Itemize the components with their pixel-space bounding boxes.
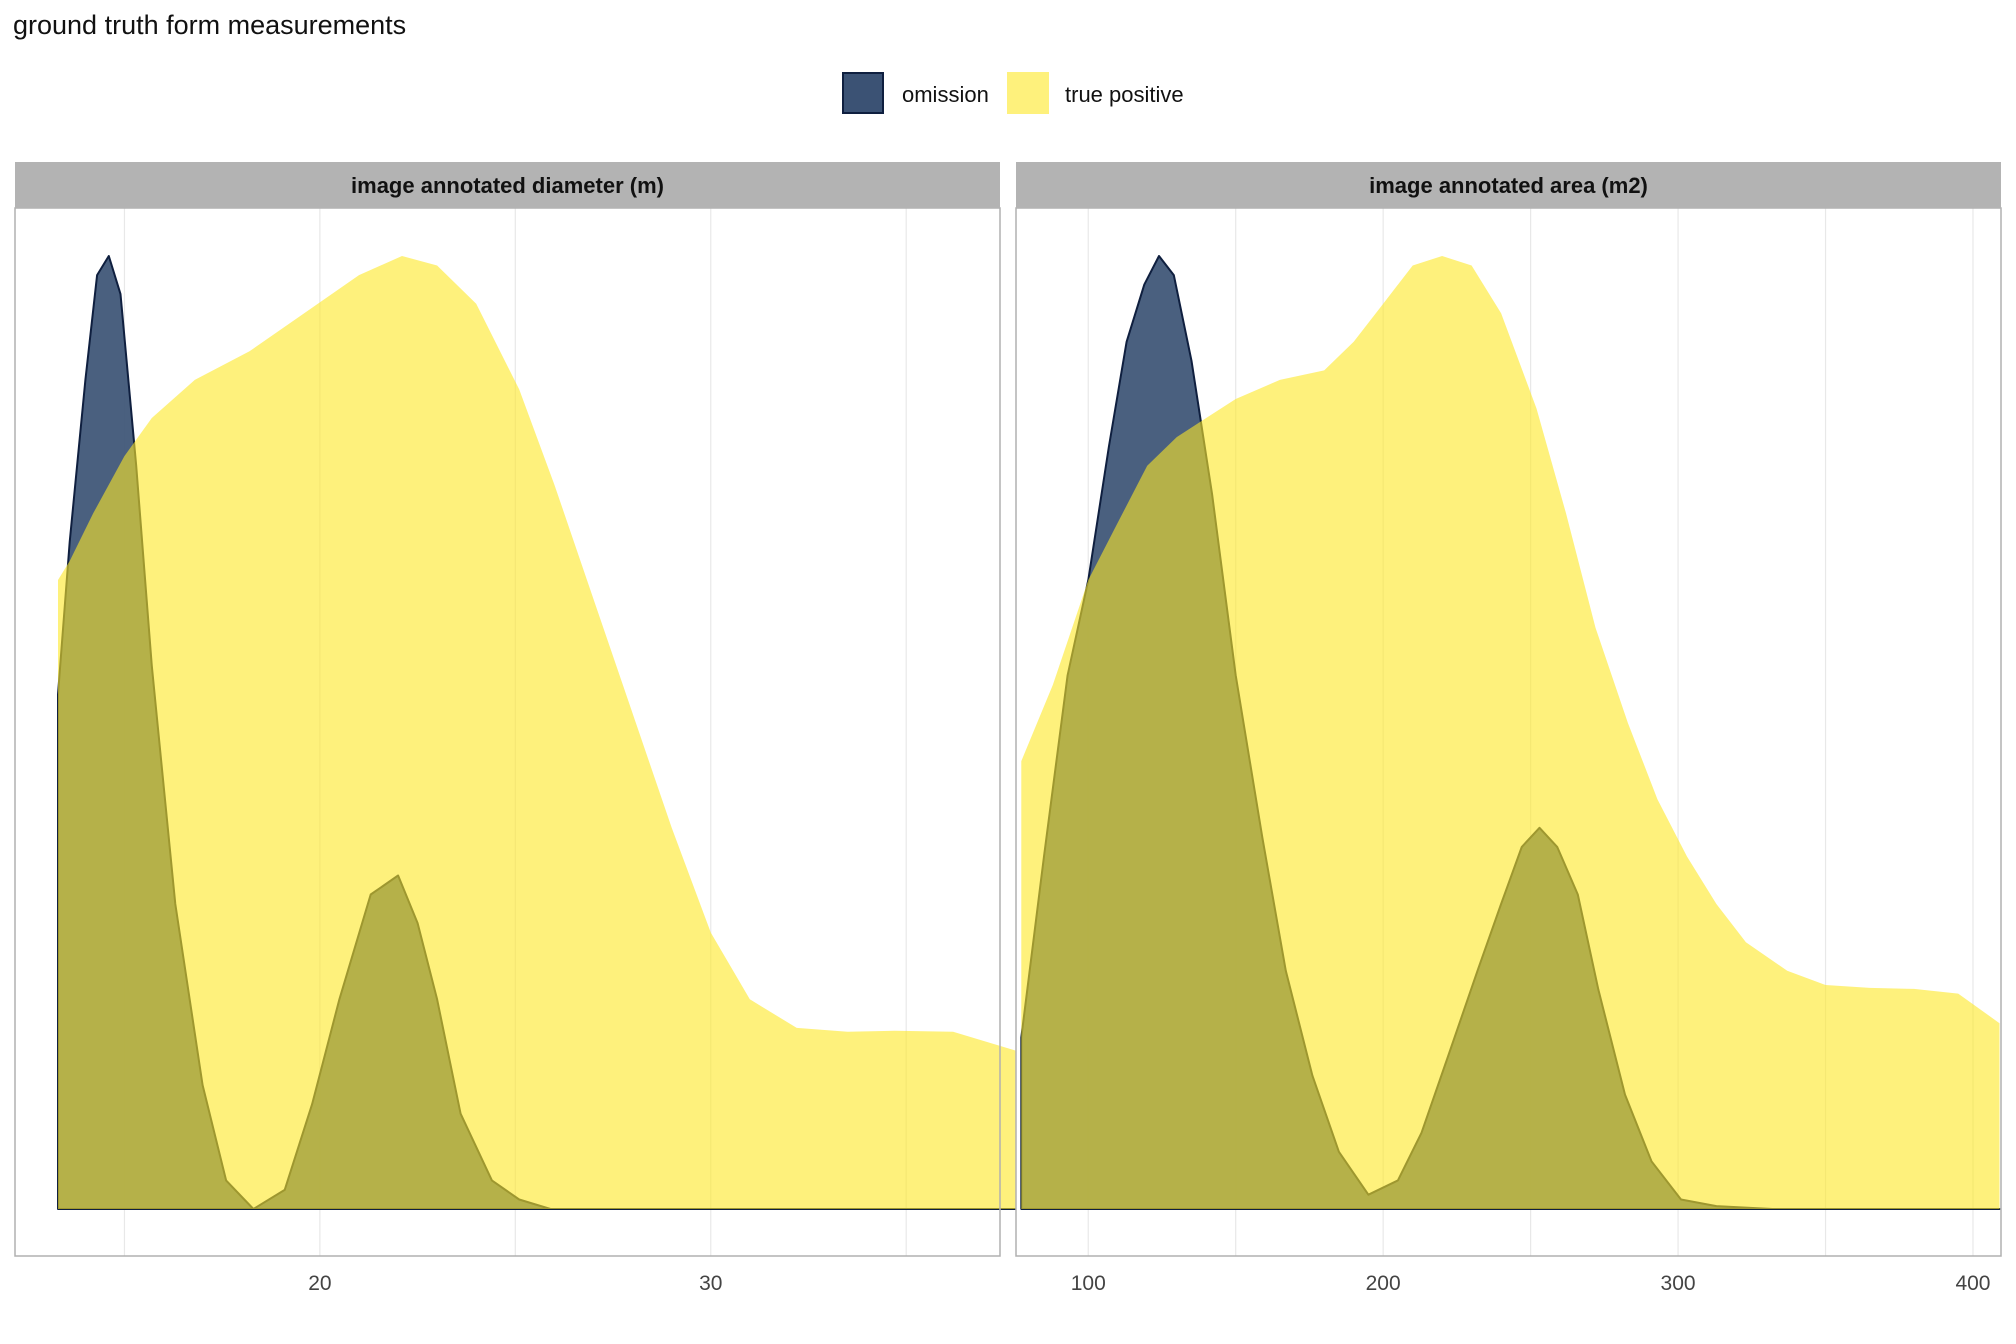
facet-panel-1: image annotated diameter (m) 20 30: [14, 162, 1021, 1295]
legend-label-omission: omission: [902, 82, 989, 107]
facet-strip-title: image annotated diameter (m): [351, 173, 664, 198]
facet-strip: [15, 162, 1000, 208]
legend-swatch-true-positive: [1007, 72, 1049, 114]
density-true-positive: [58, 256, 1020, 1209]
legend-swatch-omission: [842, 72, 884, 114]
density-true-positive: [1021, 256, 2000, 1209]
x-tick-label: 400: [1955, 1272, 1990, 1295]
x-tick-label: 300: [1661, 1272, 1696, 1295]
facet-panel-2: image annotated area (m2) 100 200 300 400: [1015, 162, 2002, 1295]
x-tick-label: 200: [1366, 1272, 1401, 1295]
x-tick-label: 20: [308, 1272, 331, 1295]
x-tick-label: 100: [1071, 1272, 1106, 1295]
x-tick-label: 30: [699, 1272, 722, 1295]
facet-strip: [1016, 162, 2001, 208]
legend-label-true-positive: true positive: [1065, 82, 1184, 107]
facet-strip-title: image annotated area (m2): [1369, 173, 1648, 198]
chart-title: ground truth form measurements: [13, 10, 407, 40]
